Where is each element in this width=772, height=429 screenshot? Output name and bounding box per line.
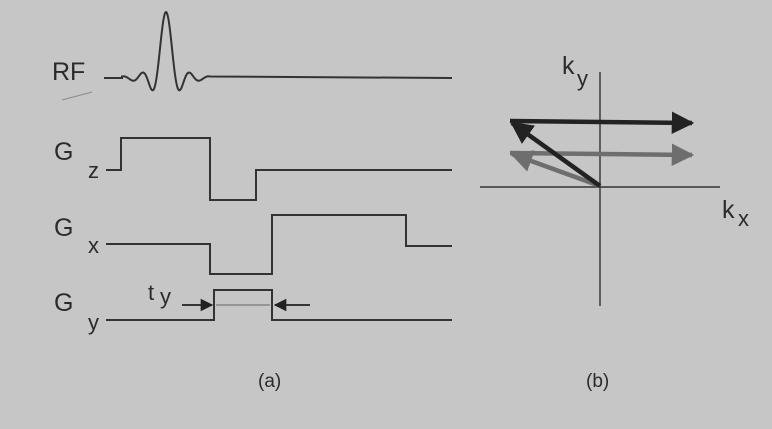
caption-a: (a) (258, 371, 281, 392)
gy-label-main: G (54, 289, 73, 317)
ky-label-main: k (562, 52, 575, 80)
ky-label-sub: y (577, 66, 588, 91)
gz-waveform (106, 137, 452, 201)
rf-label: RF (52, 58, 85, 86)
k-space-diagram: k y k x (b) (480, 52, 749, 392)
rf-pulse-waveform (104, 10, 453, 92)
gz-label-sub: z (88, 158, 99, 183)
gz-label-main: G (54, 138, 73, 166)
pulse-sequence-diagram: RF G z G x G y t y (a) (52, 10, 453, 392)
gray-readout-arrow (509, 143, 695, 167)
gx-waveform (106, 214, 452, 275)
gy-label-sub: y (88, 310, 99, 335)
ty-label-main: t (148, 280, 154, 305)
kx-label-main: k (722, 196, 735, 224)
dark-readout-arrow (509, 111, 695, 135)
scan-mark (61, 91, 93, 101)
gy-waveform (106, 289, 452, 321)
caption-b: (b) (586, 371, 609, 392)
ty-label-sub: y (160, 284, 171, 309)
dark-phase-arrow (510, 121, 602, 188)
gx-label-sub: x (88, 233, 99, 258)
gray-phase-arrow (509, 150, 601, 189)
kx-label-sub: x (738, 206, 749, 231)
gx-label-main: G (54, 214, 73, 242)
